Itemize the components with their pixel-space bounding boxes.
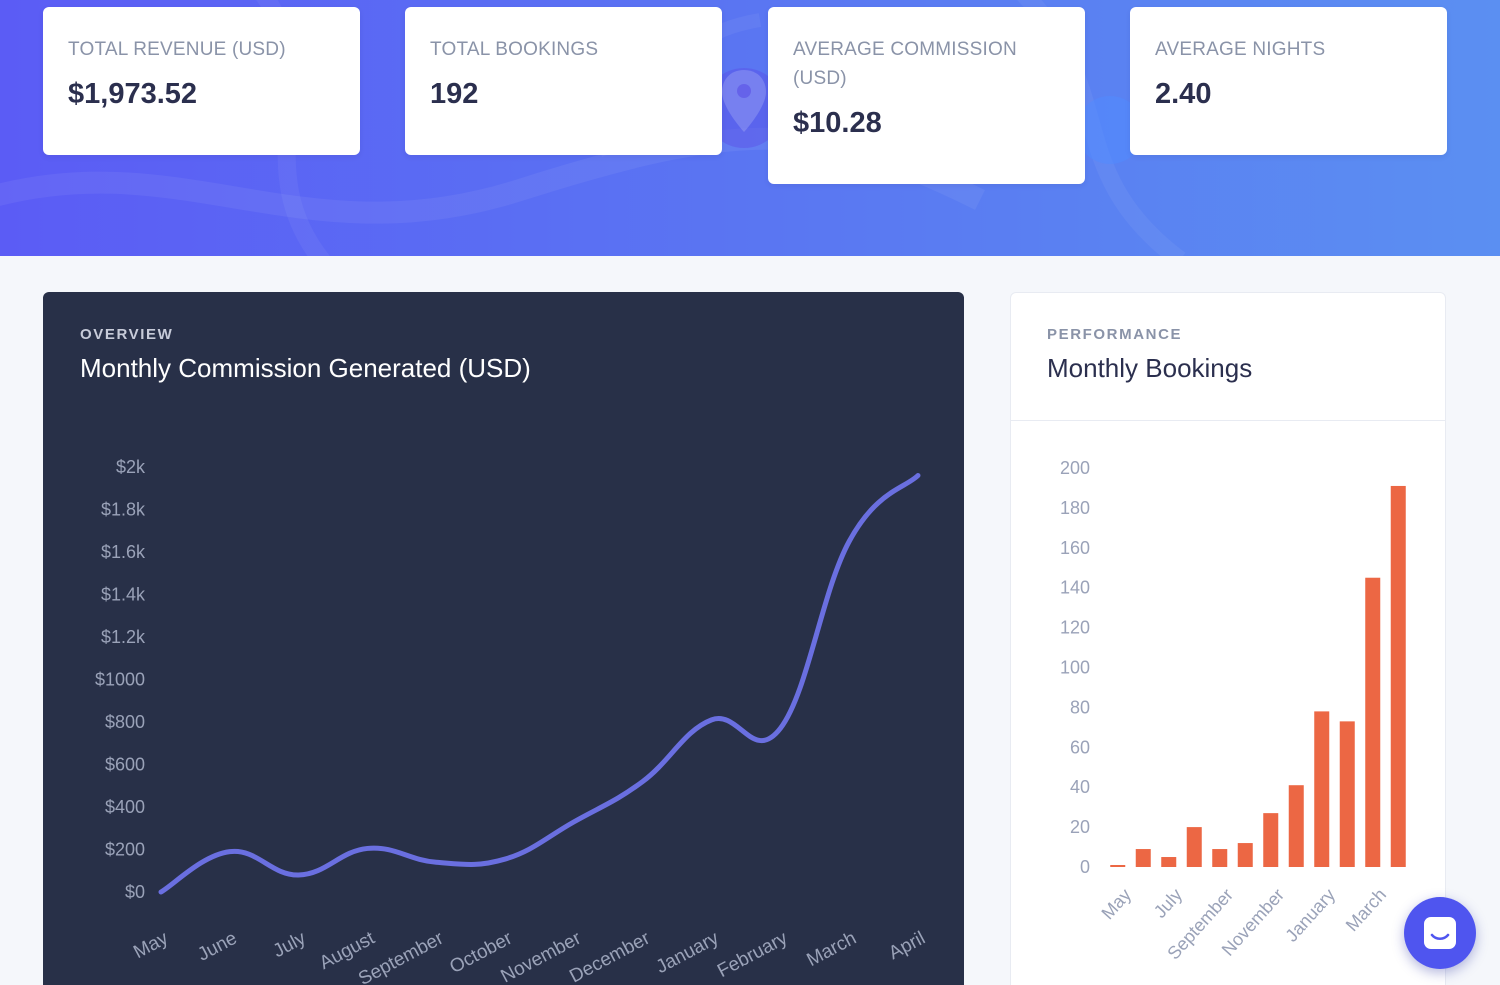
commission-series-line (158, 473, 921, 895)
y-tick-label: 160 (1060, 538, 1090, 558)
y-tick-label: 140 (1060, 578, 1090, 598)
stat-label: TOTAL BOOKINGS (430, 39, 599, 60)
panel-title: Monthly Bookings (1047, 353, 1253, 383)
y-tick-label: 180 (1060, 498, 1090, 518)
stat-value: $10.28 (793, 107, 882, 139)
commission-line-chart: $0 $200 $400 $600 $800 $1000 $1.2k $1.4k $1.6k $1… (95, 457, 929, 985)
x-tick-label: June (194, 928, 240, 966)
x-tick-label: July (270, 928, 310, 963)
y-tick-label: $2k (116, 457, 146, 477)
y-tick-label: 80 (1070, 697, 1090, 717)
stat-card-total-revenue: TOTAL REVENUE (USD) $1,973.52 (43, 7, 360, 155)
panel-header: PERFORMANCE Monthly Bookings (1011, 293, 1445, 421)
y-tick-label: 200 (1060, 458, 1090, 478)
panel-eyebrow: OVERVIEW (80, 326, 174, 343)
x-tick-label: July (1150, 885, 1186, 922)
panel-eyebrow: PERFORMANCE (1047, 326, 1183, 343)
booking-bar (1314, 711, 1330, 867)
x-tick-label: March (1342, 885, 1390, 936)
y-tick-label: 100 (1060, 658, 1090, 678)
booking-bar (1390, 485, 1406, 867)
booking-bar (1365, 577, 1381, 867)
booking-bar (1288, 785, 1304, 867)
y-tick-label: $200 (105, 840, 145, 860)
x-tick-label: January (653, 928, 723, 979)
booking-bar (1135, 849, 1151, 867)
x-tick-label: December (566, 927, 654, 985)
booking-bar (1339, 721, 1355, 867)
stat-value: 192 (430, 78, 479, 110)
y-tick-label: $1.6k (101, 542, 146, 562)
y-tick-label: 120 (1060, 618, 1090, 638)
y-tick-label: $1.2k (101, 627, 146, 647)
stat-card-total-bookings: TOTAL BOOKINGS 192 (405, 7, 722, 155)
commission-chart-panel: OVERVIEW Monthly Commission Generated (U… (43, 292, 964, 985)
chat-launcher-button[interactable] (1404, 897, 1476, 969)
stat-value: $1,973.52 (68, 78, 198, 110)
booking-bar (1110, 865, 1126, 867)
panel-title: Monthly Commission Generated (USD) (80, 353, 531, 383)
stat-label: TOTAL REVENUE (USD) (68, 39, 286, 60)
stat-value: 2.40 (1155, 78, 1212, 110)
x-tick-label: May (130, 928, 172, 964)
stat-label: AVERAGE NIGHTS (1155, 39, 1326, 60)
y-tick-label: $400 (105, 797, 145, 817)
booking-bar (1186, 827, 1202, 867)
x-tick-label: March (804, 928, 860, 971)
y-tick-label: $0 (125, 882, 145, 902)
stat-label: AVERAGE COMMISSION (USD) (793, 39, 1017, 89)
y-tick-label: $1.4k (101, 585, 146, 605)
booking-bar (1212, 849, 1228, 867)
x-tick-label: February (714, 928, 791, 982)
x-tick-label: May (1098, 885, 1136, 924)
y-tick-label: 60 (1070, 737, 1090, 757)
bookings-chart-panel: PERFORMANCE Monthly Bookings 0 20 40 60 80 10… (1010, 292, 1446, 985)
booking-bar (1263, 813, 1279, 867)
y-tick-label: $1000 (95, 670, 145, 690)
map-pin-icon (704, 68, 784, 148)
intercom-chat-icon (1424, 917, 1456, 949)
stat-card-average-nights: AVERAGE NIGHTS 2.40 (1130, 7, 1447, 155)
booking-bar (1237, 843, 1253, 867)
x-tick-label: January (1281, 885, 1339, 946)
y-tick-label: $800 (105, 712, 145, 732)
y-tick-label: 0 (1080, 857, 1090, 877)
stat-card-average-commission: AVERAGE COMMISSION (USD) $10.28 (768, 7, 1085, 184)
y-tick-label: 20 (1070, 817, 1090, 837)
booking-bar (1161, 857, 1177, 867)
y-tick-label: $1.8k (101, 500, 146, 520)
y-tick-label: 40 (1070, 777, 1090, 797)
y-tick-label: $600 (105, 755, 145, 775)
x-tick-label: April (885, 928, 928, 964)
